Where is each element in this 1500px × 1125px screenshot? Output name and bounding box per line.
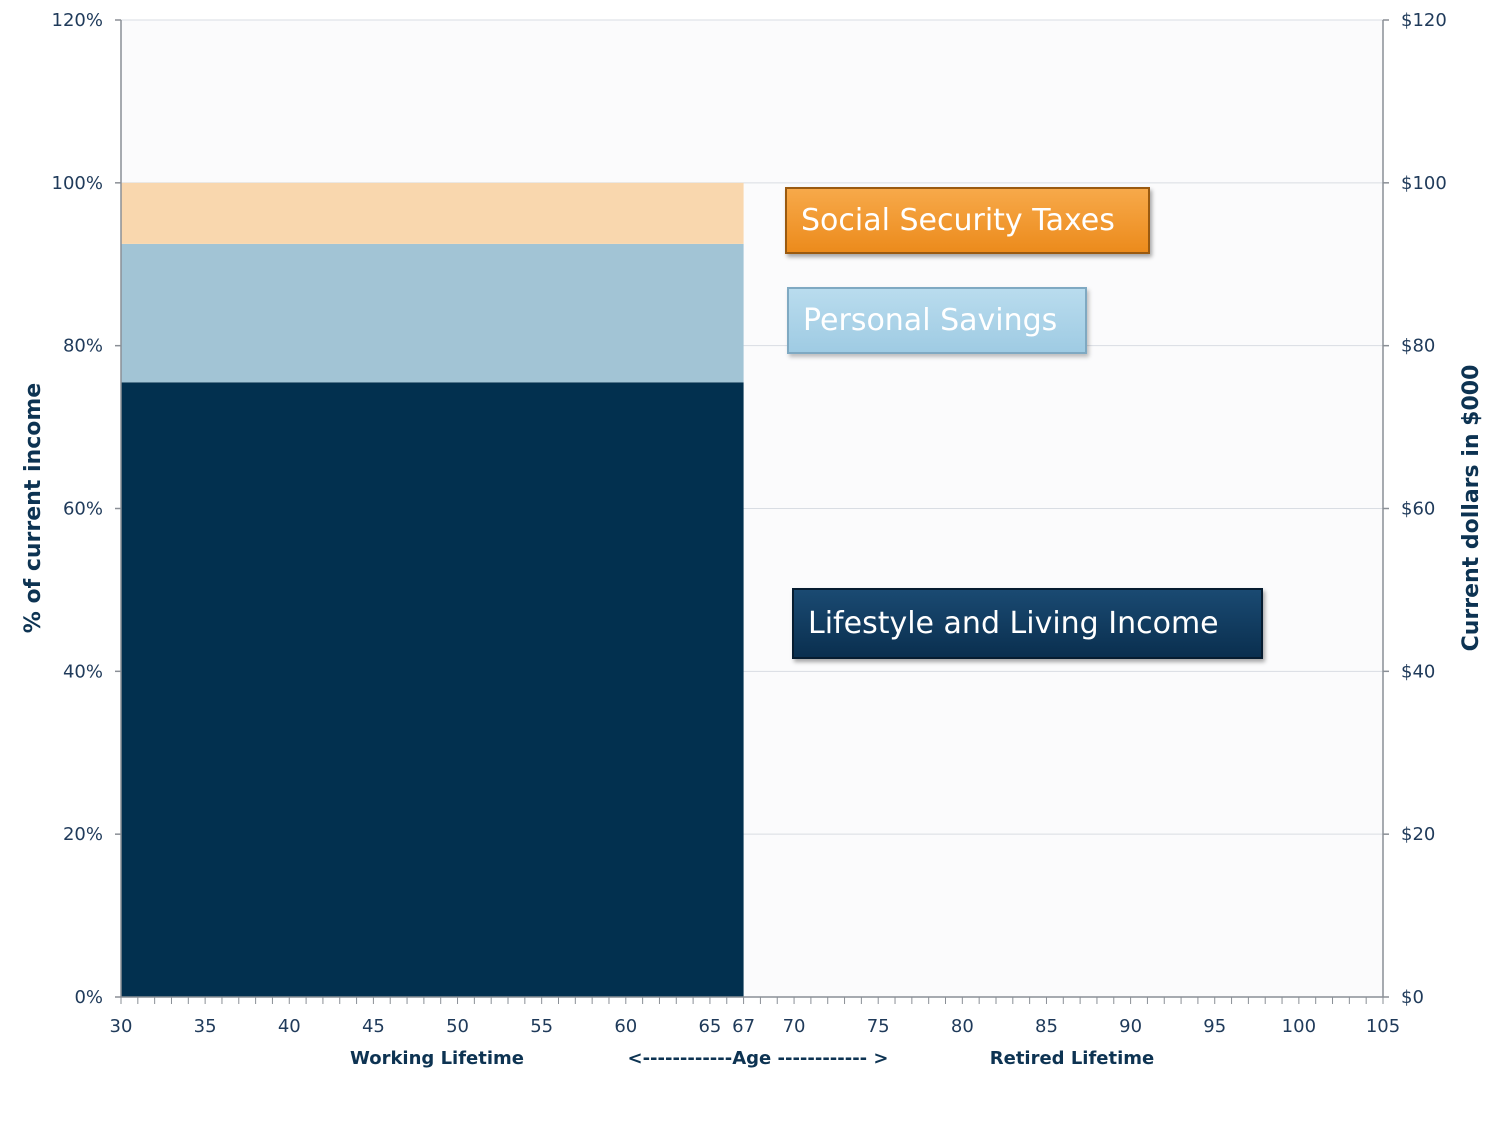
x-tick-label: 67 <box>732 1016 755 1037</box>
area-personal-savings <box>121 243 744 383</box>
x-tick-label: 45 <box>362 1016 385 1037</box>
x-tick-label: 70 <box>783 1016 806 1037</box>
legend-personal-savings: Personal Savings <box>787 287 1087 354</box>
area-social-security-taxes <box>121 182 744 244</box>
right-tick-label: $120 <box>1401 10 1447 31</box>
left-tick-label: 100% <box>52 173 103 194</box>
right-tick-label: $100 <box>1401 173 1447 194</box>
working-lifetime-label: Working Lifetime <box>350 1048 524 1069</box>
left-tick-label: 60% <box>63 499 103 520</box>
right-tick-label: $0 <box>1401 987 1424 1008</box>
x-tick-label: 80 <box>951 1016 974 1037</box>
right-tick-label: $40 <box>1401 661 1435 682</box>
area-lifestyle-and-living-income <box>121 382 744 997</box>
area-series <box>121 182 744 997</box>
legend-lifestyle-and-living-income: Lifestyle and Living Income <box>792 588 1263 659</box>
left-tick-label: 40% <box>63 661 103 682</box>
x-tick-label: 75 <box>867 1016 890 1037</box>
x-tick-label: 40 <box>278 1016 301 1037</box>
x-tick-label: 65 <box>698 1016 721 1037</box>
x-tick-label: 100 <box>1282 1016 1316 1037</box>
retired-lifetime-label: Retired Lifetime <box>990 1048 1155 1069</box>
axes <box>115 19 1389 1004</box>
x-tick-label: 90 <box>1119 1016 1142 1037</box>
x-tick-labels: 30 35 40 45 50 55 60 65 67 70 75 80 85 90 95 100 105 <box>110 1016 1401 1037</box>
right-tick-label: $80 <box>1401 336 1435 357</box>
x-tick-label: 105 <box>1366 1016 1400 1037</box>
right-tick-label: $20 <box>1401 824 1435 845</box>
legend-social-security-taxes: Social Security Taxes <box>785 187 1150 254</box>
right-tick-label: $60 <box>1401 499 1435 520</box>
left-tick-label: 120% <box>52 10 103 31</box>
right-axis-title: Current dollars in $000 <box>1459 365 1484 652</box>
x-tick-label: 85 <box>1035 1016 1058 1037</box>
age-label: <------------Age ------------ > <box>627 1048 888 1069</box>
x-tick-label: 95 <box>1203 1016 1226 1037</box>
left-tick-label: 80% <box>63 336 103 357</box>
right-tick-labels: $0 $20 $40 $60 $80 $100 $120 <box>1401 10 1447 1008</box>
left-axis-title: % of current income <box>21 383 46 633</box>
left-tick-labels: 0% 20% 40% 60% 80% 100% 120% <box>52 10 103 1008</box>
x-tick-label: 35 <box>194 1016 217 1037</box>
left-tick-label: 20% <box>63 824 103 845</box>
x-tick-label: 50 <box>446 1016 469 1037</box>
x-tick-label: 30 <box>110 1016 133 1037</box>
left-tick-label: 0% <box>74 987 103 1008</box>
x-tick-label: 55 <box>530 1016 553 1037</box>
x-tick-label: 60 <box>614 1016 637 1037</box>
